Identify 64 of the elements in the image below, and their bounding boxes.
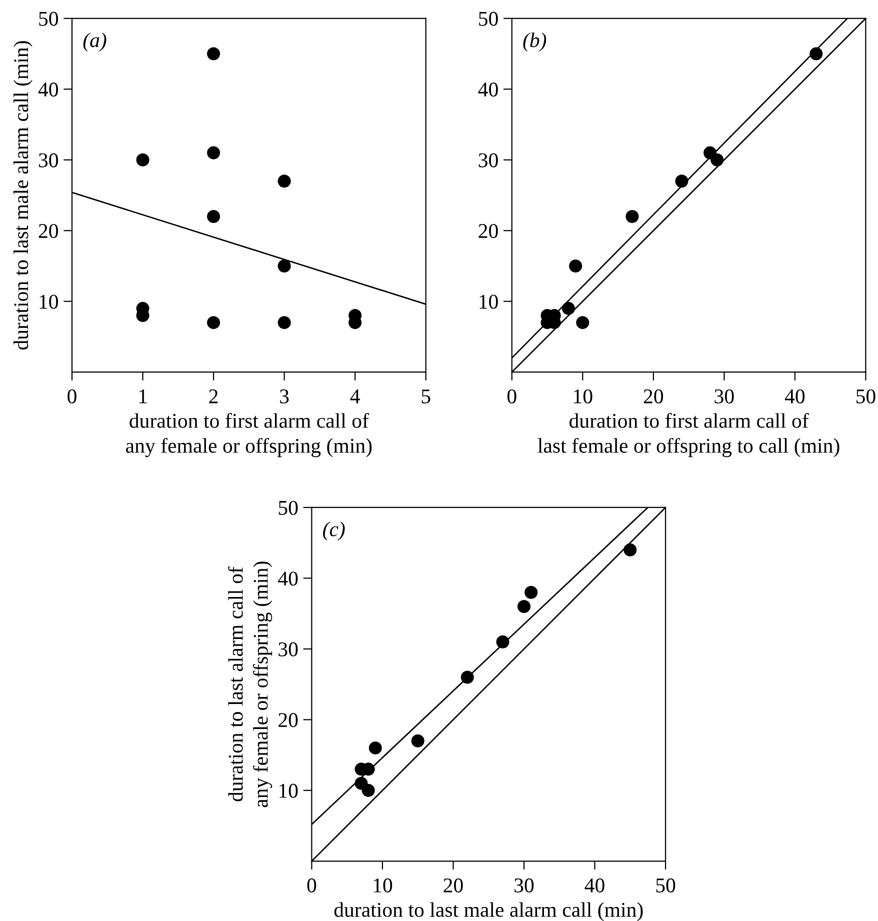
point	[524, 586, 538, 599]
x-tick-label: 1	[139, 389, 147, 404]
y-tick-label: 30	[278, 642, 298, 656]
y-tick-label: 30	[38, 153, 58, 168]
y-tick-label: 10	[480, 294, 498, 309]
x-axis-title: duration to last male alarm call (min)	[334, 902, 643, 921]
x-tick-label: 30	[514, 878, 534, 892]
point	[810, 47, 823, 60]
point	[136, 153, 150, 166]
x-tick-label: 2	[209, 389, 218, 404]
x-tick-label: 0	[307, 878, 316, 892]
x-tick-label: 0	[507, 389, 516, 404]
point	[576, 316, 590, 330]
point	[207, 210, 220, 223]
y-tick-label: 10	[279, 784, 298, 798]
y-axis-title: duration to last male alarm call (min)	[14, 41, 32, 350]
y-tick-label: 20	[478, 224, 498, 238]
x-tick-label: 50	[856, 389, 876, 404]
y-tick-label: 20	[278, 713, 298, 728]
point	[207, 146, 220, 160]
point	[496, 635, 510, 648]
point	[624, 543, 637, 556]
y-tick-label: 40	[278, 572, 298, 586]
x-tick-label: 5	[422, 390, 430, 404]
annotation: (c)	[323, 522, 345, 541]
x-tick-label: 10	[374, 878, 392, 892]
point	[362, 784, 375, 797]
x-tick-label: 40	[784, 389, 805, 404]
x-tick-label: 30	[714, 389, 734, 404]
x-tick-label: 3	[280, 389, 289, 404]
x-tick-label: 0	[68, 389, 76, 404]
point	[278, 316, 291, 330]
point	[411, 734, 424, 748]
point	[517, 600, 530, 613]
annotation: (a)	[83, 32, 106, 52]
x-tick-label: 50	[656, 878, 676, 892]
y-tick-label: 50	[479, 12, 498, 26]
y-tick-label: 40	[478, 82, 498, 97]
point	[675, 174, 688, 188]
x-axis-title: duration to first alarm call of last female or offspring to call (min)	[538, 412, 840, 458]
point	[278, 259, 291, 272]
y-axis-title: duration to last alarm call of any female or offspring (min)	[228, 562, 272, 808]
point	[562, 302, 575, 315]
y-tick-label: 30	[478, 153, 498, 168]
annotation: (b)	[523, 32, 546, 52]
point	[710, 153, 724, 166]
point	[278, 174, 291, 188]
y-tick-label: 40	[38, 82, 58, 97]
point	[626, 210, 639, 223]
point	[207, 316, 220, 330]
point	[569, 259, 582, 272]
x-tick-label: 4	[350, 389, 360, 404]
point	[460, 670, 474, 684]
x-tick-label: 20	[444, 878, 463, 892]
x-tick-label: 20	[644, 389, 664, 404]
x-axis-title: duration to first alarm call of any female or offspring (min)	[126, 412, 372, 458]
x-tick-label: 40	[584, 878, 604, 892]
x-tick-label: 10	[574, 389, 592, 404]
point	[207, 47, 220, 60]
y-tick-label: 10	[40, 294, 58, 309]
y-tick-label: 50	[39, 12, 58, 26]
y-tick-label: 50	[278, 500, 298, 515]
y-tick-label: 20	[38, 224, 58, 238]
point	[368, 741, 382, 754]
